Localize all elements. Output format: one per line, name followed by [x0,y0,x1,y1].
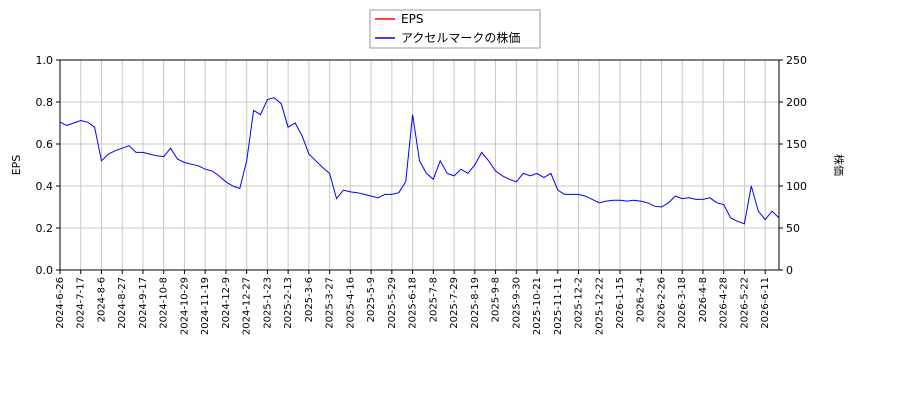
y2-tick-label: 100 [786,180,807,193]
x-tick-label: 2024-8-27 [117,277,128,329]
legend [369,9,541,49]
x-tick-label: 2026-5-22 [739,277,750,329]
x-tick-label: 2024-9-17 [138,277,149,329]
y2-tick-label: 0 [786,264,793,277]
y-tick-label: 0.8 [36,96,54,109]
x-tick-label: 2025-2-13 [283,277,294,329]
x-tick-label: 2024-12-27 [242,277,253,335]
x-tick-label: 2025-12-22 [594,277,605,335]
y-tick-label: 0.6 [36,138,54,151]
x-tick-label: 2026-2-4 [636,277,647,322]
x-tick-label: 2025-11-11 [553,277,564,335]
x-tick-label: 2025-8-19 [470,277,481,329]
x-tick-label: 2026-2-26 [656,277,667,329]
y2-tick-label: 50 [786,222,800,235]
legend-label: アクセルマークの株価 [401,30,520,45]
x-tick-label: 2026-4-28 [719,277,730,329]
x-tick-label: 2025-3-6 [304,277,315,322]
x-tick-label: 2025-4-16 [345,277,356,329]
x-tick-label: 2024-6-26 [55,277,66,329]
x-tick-label: 2025-12-2 [574,277,585,329]
y-tick-label: 0.0 [36,264,54,277]
x-tick-label: 2025-9-30 [511,277,522,329]
x-tick-label: 2024-7-17 [76,277,87,329]
x-tick-label: 2024-12-9 [221,277,232,329]
x-tick-label: 2026-1-15 [615,277,626,329]
x-tick-label: 2024-11-19 [200,277,211,335]
x-tick-label: 2026-4-8 [698,277,709,322]
x-tick-label: 2024-8-6 [96,277,107,322]
y2-tick-label: 250 [786,54,807,67]
x-tick-label: 2025-9-8 [491,277,502,322]
y2-axis-label: 株価 [832,154,846,176]
x-tick-label: 2025-6-18 [408,277,419,329]
x-tick-label: 2025-5-9 [366,277,377,322]
x-tick-label: 2025-5-29 [387,277,398,329]
x-tick-label: 2025-7-8 [428,277,439,322]
y-tick-label: 1.0 [36,54,54,67]
x-tick-label: 2025-1-23 [262,277,273,329]
y2-tick-label: 200 [786,96,807,109]
y-tick-label: 0.2 [36,222,54,235]
x-tick-label: 2026-3-18 [677,277,688,329]
x-tick-label: 2026-6-11 [760,277,771,329]
x-tick-label: 2025-7-29 [449,277,460,329]
x-tick-label: 2024-10-29 [179,277,190,335]
x-tick-label: 2024-10-8 [159,277,170,329]
x-tick-label: 2025-10-21 [532,277,543,335]
y-axis-label: EPS [10,155,23,176]
plot-frame [59,59,780,271]
series-line [59,97,780,225]
legend-label: EPS [401,12,423,26]
x-tick-label: 2025-3-27 [325,277,336,329]
y-tick-label: 0.4 [36,180,54,193]
y2-tick-label: 150 [786,138,807,151]
